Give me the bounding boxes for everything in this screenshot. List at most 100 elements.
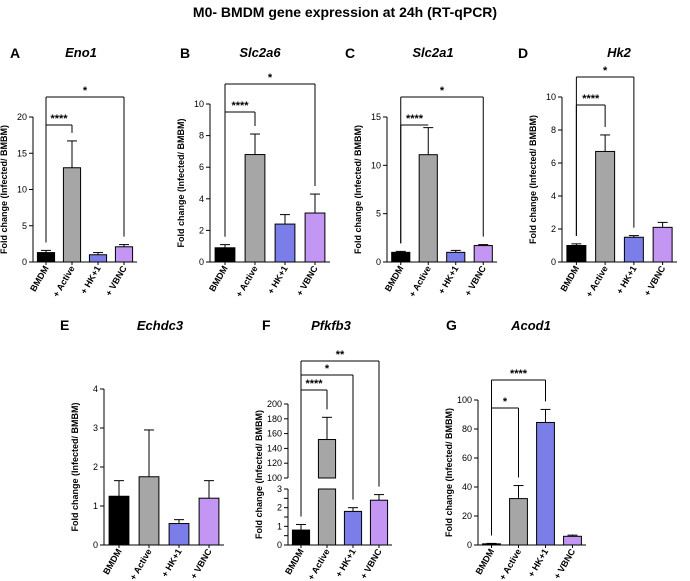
bar bbox=[595, 150, 616, 263]
bar bbox=[114, 246, 134, 263]
significance-label: **** bbox=[510, 368, 528, 380]
y-tick-label: 10 bbox=[371, 160, 381, 170]
y-tick-label: 0 bbox=[277, 540, 282, 550]
y-tick-label: 6 bbox=[199, 162, 204, 172]
y-tick-label: 0 bbox=[467, 540, 472, 550]
bar bbox=[244, 154, 266, 263]
figure-title: M0- BMDM gene expression at 24h (RT-qPCR… bbox=[192, 4, 498, 20]
bar bbox=[343, 510, 363, 546]
y-tick-label: 5 bbox=[22, 221, 27, 231]
significance-label: * bbox=[325, 363, 330, 375]
significance-label: * bbox=[503, 396, 508, 408]
bar bbox=[36, 252, 56, 263]
x-tick-label: + VBNC bbox=[188, 547, 214, 581]
panel-title: Pfkfb3 bbox=[311, 318, 352, 333]
bar bbox=[391, 251, 411, 263]
y-tick-label: 3 bbox=[93, 423, 98, 433]
panel-letter: G bbox=[446, 317, 457, 333]
bar bbox=[317, 439, 337, 479]
y-tick-label: 0 bbox=[22, 257, 27, 267]
y-tick-label: 15 bbox=[371, 112, 381, 122]
panel-letter: A bbox=[10, 45, 20, 61]
bar bbox=[652, 226, 673, 263]
bar bbox=[418, 154, 438, 263]
panel-title: Acod1 bbox=[510, 318, 551, 333]
panel-letter: E bbox=[60, 317, 69, 333]
x-tick-label: BMDM bbox=[283, 547, 306, 576]
x-tick-label: BMDM bbox=[474, 547, 497, 576]
significance-label: **** bbox=[582, 93, 600, 105]
bar bbox=[566, 245, 587, 263]
x-tick-label: BMDM bbox=[558, 264, 581, 293]
bar bbox=[369, 499, 389, 546]
bar bbox=[291, 529, 311, 546]
x-tick-label: BMDM bbox=[28, 264, 51, 293]
x-tick-label: + Active bbox=[128, 547, 154, 581]
y-tick-label: 0 bbox=[93, 540, 98, 550]
x-tick-label: + VBNC bbox=[463, 264, 489, 298]
bar bbox=[304, 212, 326, 263]
y-tick-label: 8 bbox=[199, 131, 204, 141]
bar bbox=[108, 495, 130, 546]
x-tick-label: BMDM bbox=[383, 264, 406, 293]
significance-label: **** bbox=[305, 378, 323, 390]
y-axis-label: Fold change (Infected/ BMBM) bbox=[444, 408, 454, 537]
significance-label: * bbox=[83, 85, 88, 97]
x-tick-label: + Active bbox=[306, 547, 332, 581]
bar bbox=[482, 543, 501, 546]
x-tick-label: + VBNC bbox=[642, 264, 668, 298]
y-axis-label: Fold change (Infected/ BMBM) bbox=[254, 410, 264, 539]
y-tick-label: 100 bbox=[457, 395, 472, 405]
bar bbox=[317, 488, 337, 546]
y-tick-label: 0 bbox=[551, 257, 556, 267]
x-tick-label: + VBNC bbox=[103, 264, 129, 298]
y-tick-label: 6 bbox=[551, 158, 556, 168]
bar bbox=[446, 251, 466, 263]
y-axis-label: Fold change (Infected/ BMBM) bbox=[176, 119, 186, 248]
significance-label: **** bbox=[406, 113, 424, 125]
panel-title: Hk2 bbox=[607, 45, 632, 60]
bar bbox=[88, 254, 108, 263]
y-tick-label: 10 bbox=[17, 185, 27, 195]
y-tick-label: 2 bbox=[199, 225, 204, 235]
significance-label: * bbox=[268, 72, 273, 84]
x-tick-label: + HK+1 bbox=[160, 547, 184, 579]
x-tick-label: + Active bbox=[497, 547, 523, 581]
x-tick-label: + Active bbox=[407, 264, 433, 299]
y-tick-label: 4 bbox=[93, 384, 98, 394]
y-tick-label: 4 bbox=[551, 191, 556, 201]
y-tick-label: 1 bbox=[93, 501, 98, 511]
panel-title: Slc2a1 bbox=[412, 45, 453, 60]
bar bbox=[168, 523, 190, 546]
y-tick-label: 20 bbox=[462, 511, 472, 521]
y-tick-label: 160 bbox=[267, 429, 282, 439]
x-tick-label: + HK+1 bbox=[266, 264, 290, 296]
bar bbox=[473, 245, 493, 263]
y-tick-label: 5 bbox=[376, 209, 381, 219]
x-tick-label: + HK+1 bbox=[436, 264, 460, 296]
panel-letter: C bbox=[345, 45, 355, 61]
bar bbox=[214, 247, 236, 263]
y-tick-label: 2 bbox=[277, 503, 282, 513]
x-tick-label: + HK+1 bbox=[79, 264, 103, 296]
bar bbox=[509, 498, 528, 546]
x-tick-label: + VBNC bbox=[294, 264, 320, 298]
y-axis-label: Fold change (Infected/ BMBM) bbox=[353, 125, 363, 254]
x-tick-label: + VBNC bbox=[358, 547, 384, 581]
significance-label: **** bbox=[50, 113, 68, 125]
y-tick-label: 0 bbox=[199, 257, 204, 267]
y-tick-label: 10 bbox=[194, 99, 204, 109]
x-tick-label: BMDM bbox=[101, 547, 124, 576]
y-axis-label: Fold change (Infected/ BMBM) bbox=[70, 403, 80, 532]
x-tick-label: + Active bbox=[51, 264, 77, 299]
x-tick-label: + Active bbox=[584, 264, 610, 299]
bar bbox=[62, 167, 82, 263]
bar bbox=[138, 476, 160, 546]
panel-title: Eno1 bbox=[65, 45, 97, 60]
y-axis-label: Fold change (Infected/ BMBM) bbox=[0, 125, 9, 254]
x-tick-label: + HK+1 bbox=[334, 547, 358, 579]
y-tick-label: 3 bbox=[277, 484, 282, 494]
panel-title: Slc2a6 bbox=[239, 45, 281, 60]
y-tick-label: 40 bbox=[462, 482, 472, 492]
